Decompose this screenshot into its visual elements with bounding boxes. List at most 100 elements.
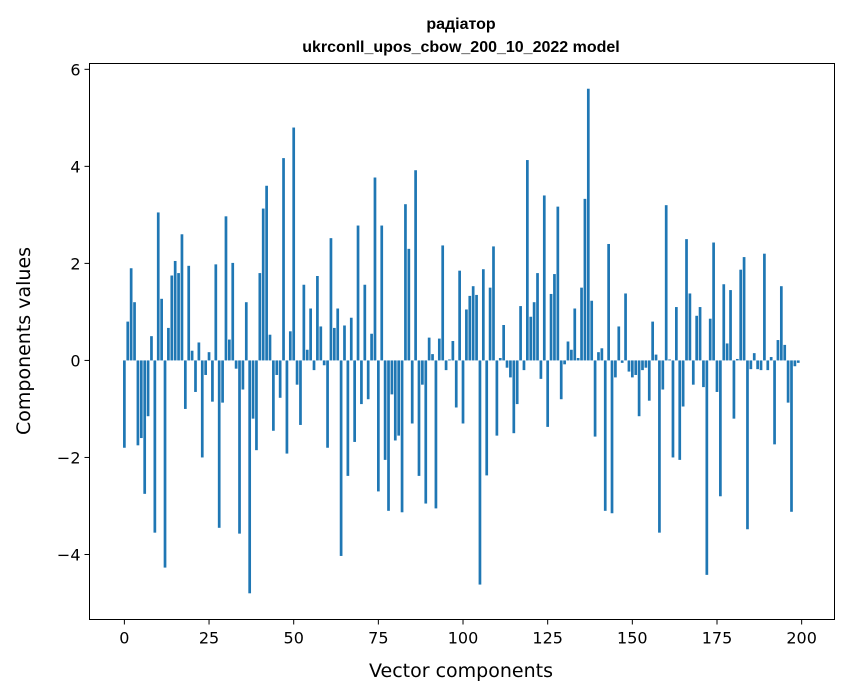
bar: [583, 198, 587, 361]
bar: [752, 353, 756, 361]
bar: [458, 270, 461, 361]
bar: [258, 273, 262, 361]
bar: [502, 325, 506, 361]
bar: [620, 360, 624, 363]
x-tick-label: 50: [284, 629, 304, 648]
bar: [515, 360, 519, 405]
bar: [146, 360, 150, 417]
y-tick-label: −2: [57, 448, 81, 467]
bar: [563, 360, 566, 365]
bar: [224, 216, 228, 361]
bar: [248, 360, 252, 594]
bar: [759, 360, 763, 371]
bar: [617, 326, 621, 361]
bar: [614, 360, 617, 378]
bar: [255, 360, 258, 451]
x-tick-label: 100: [448, 629, 479, 648]
bar: [129, 268, 133, 361]
bar: [326, 360, 329, 448]
bar: [163, 360, 167, 568]
bar: [536, 273, 539, 361]
x-tick-label: 0: [119, 629, 129, 648]
bar: [698, 307, 702, 361]
x-tick-label: 175: [702, 629, 733, 648]
bar: [630, 360, 634, 378]
bar: [234, 360, 238, 369]
bar: [627, 360, 631, 372]
x-tick-label: 150: [617, 629, 648, 648]
bar: [404, 204, 407, 361]
bar: [170, 275, 174, 361]
bar: [133, 302, 136, 361]
bar: [691, 360, 695, 385]
bar: [553, 274, 556, 361]
bar: [465, 309, 468, 361]
bar: [241, 360, 245, 390]
bar: [735, 358, 739, 361]
bar: [549, 293, 553, 361]
bar: [607, 243, 610, 361]
bar: [681, 360, 685, 407]
bar: [346, 360, 350, 476]
bar: [329, 238, 333, 361]
bar: [719, 360, 722, 497]
bar: [610, 360, 614, 514]
bar: [322, 360, 326, 366]
bar: [708, 318, 712, 361]
bar: [183, 360, 187, 409]
bar: [299, 360, 302, 425]
bar: [312, 360, 316, 371]
bar: [600, 348, 604, 361]
bar: [695, 315, 699, 361]
bar: [373, 177, 377, 361]
bar: [261, 208, 265, 361]
bar: [461, 360, 465, 424]
bar: [390, 360, 394, 395]
bar: [634, 360, 638, 375]
bar: [556, 206, 560, 361]
bar: [343, 325, 346, 361]
bar: [529, 316, 533, 361]
bar: [590, 300, 594, 361]
bar: [316, 276, 319, 361]
bar: [451, 341, 455, 361]
bar: [495, 360, 499, 436]
bar: [593, 360, 597, 437]
bar: [766, 360, 770, 371]
bar: [143, 360, 147, 494]
bar: [370, 333, 373, 361]
y-tick-label: 0: [70, 351, 80, 370]
bar: [160, 298, 163, 361]
bar: [796, 360, 800, 363]
bar: [136, 360, 140, 446]
bar: [756, 360, 759, 370]
bar: [437, 338, 441, 361]
bar: [177, 273, 180, 361]
bar: [705, 360, 709, 575]
bar: [123, 360, 126, 448]
bar: [309, 308, 312, 361]
bar: [725, 343, 729, 361]
bar: [380, 225, 384, 361]
bar: [773, 360, 776, 445]
bar: [573, 308, 577, 361]
bar: [783, 344, 787, 361]
bar: [332, 327, 336, 361]
bar: [353, 360, 357, 442]
bar: [637, 360, 641, 417]
bar: [282, 158, 285, 361]
bar: [580, 287, 583, 361]
bar: [769, 357, 773, 361]
bar: [786, 360, 790, 403]
bar: [214, 264, 218, 361]
bar: [570, 349, 573, 361]
bar: [685, 239, 688, 361]
bar: [441, 245, 445, 361]
bar: [180, 234, 184, 361]
bar: [393, 360, 397, 441]
bar: [448, 359, 451, 361]
bar: [539, 360, 543, 379]
bar: [712, 242, 715, 361]
bar: [228, 339, 231, 361]
bar: [739, 269, 743, 361]
